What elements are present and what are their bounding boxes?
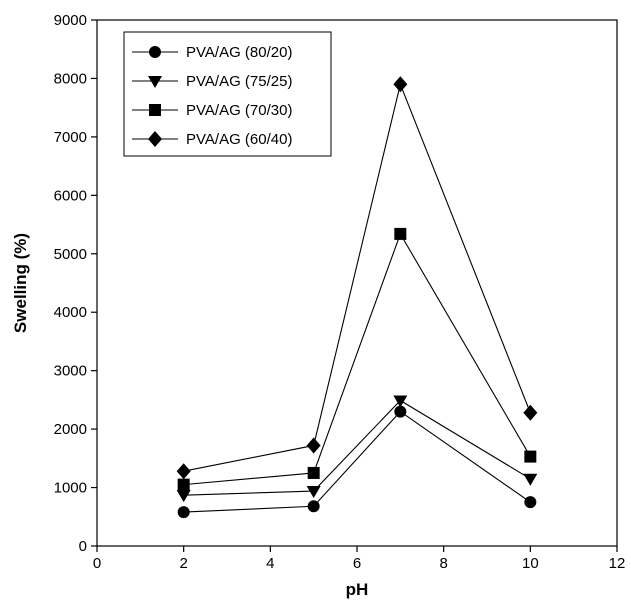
data-point [523,404,538,421]
data-point [307,500,320,513]
legend-item: PVA/AG (70/30) [132,102,292,119]
x-tick-label: 4 [266,555,274,572]
legend-label: PVA/AG (70/30) [186,102,292,119]
legend-label: PVA/AG (80/20) [186,44,292,61]
data-point [393,395,408,408]
legend-marker [148,131,162,147]
y-tick-label: 2000 [54,421,87,438]
data-point [524,450,537,463]
y-tick-label: 6000 [54,187,87,204]
data-point [524,496,537,509]
y-tick-label: 0 [79,538,87,555]
legend-item: PVA/AG (80/20) [132,44,292,61]
y-tick-label: 3000 [54,363,87,380]
ticks: 0 2 4 6 8 10 12 0 1000 2000 3000 4000 5000 6000 7000 80… [54,12,626,572]
data-point [523,473,538,486]
x-tick-label: 10 [522,555,539,572]
x-tick-label: 6 [353,555,361,572]
data-point [394,227,407,240]
legend-marker [148,76,162,88]
data-point [306,486,321,499]
legend-item: PVA/AG (75/25) [132,73,292,90]
data-point [307,466,320,479]
data-point [394,405,407,418]
x-tick-label: 0 [93,555,101,572]
series-line [183,399,531,496]
legend-label: PVA/AG (75/25) [186,73,292,90]
x-axis-title: pH [346,580,369,599]
legend-marker [149,104,161,116]
legend-label: PVA/AG (60/40) [186,131,292,148]
series-PVA/AG (80/20) [177,405,537,519]
legend-marker [149,46,161,58]
data-point [176,490,191,503]
data-point [177,506,190,519]
series-line [183,232,531,486]
data-point [306,437,321,454]
series-line [183,82,531,472]
legend-item: PVA/AG (60/40) [132,131,292,148]
legend: PVA/AG (80/20) PVA/AG (75/25) PVA/AG (70/3… [123,31,332,157]
data-point [176,463,191,480]
y-tick-label: 7000 [54,129,87,146]
series-PVA/AG (70/30) [177,227,537,491]
series-layer [176,76,538,519]
x-tick-label: 8 [439,555,447,572]
y-tick-label: 4000 [54,304,87,321]
data-point [393,76,408,93]
y-tick-label: 5000 [54,246,87,263]
y-axis-title: Swelling (%) [11,233,30,333]
data-point [177,478,190,491]
y-tick-label: 9000 [54,12,87,29]
y-tick-label: 1000 [54,480,87,497]
y-tick-label: 8000 [54,70,87,87]
x-tick-label: 12 [609,555,626,572]
series-PVA/AG (60/40) [176,76,538,480]
series-line [183,410,531,513]
series-PVA/AG (75/25) [176,395,538,503]
x-tick-label: 2 [179,555,187,572]
